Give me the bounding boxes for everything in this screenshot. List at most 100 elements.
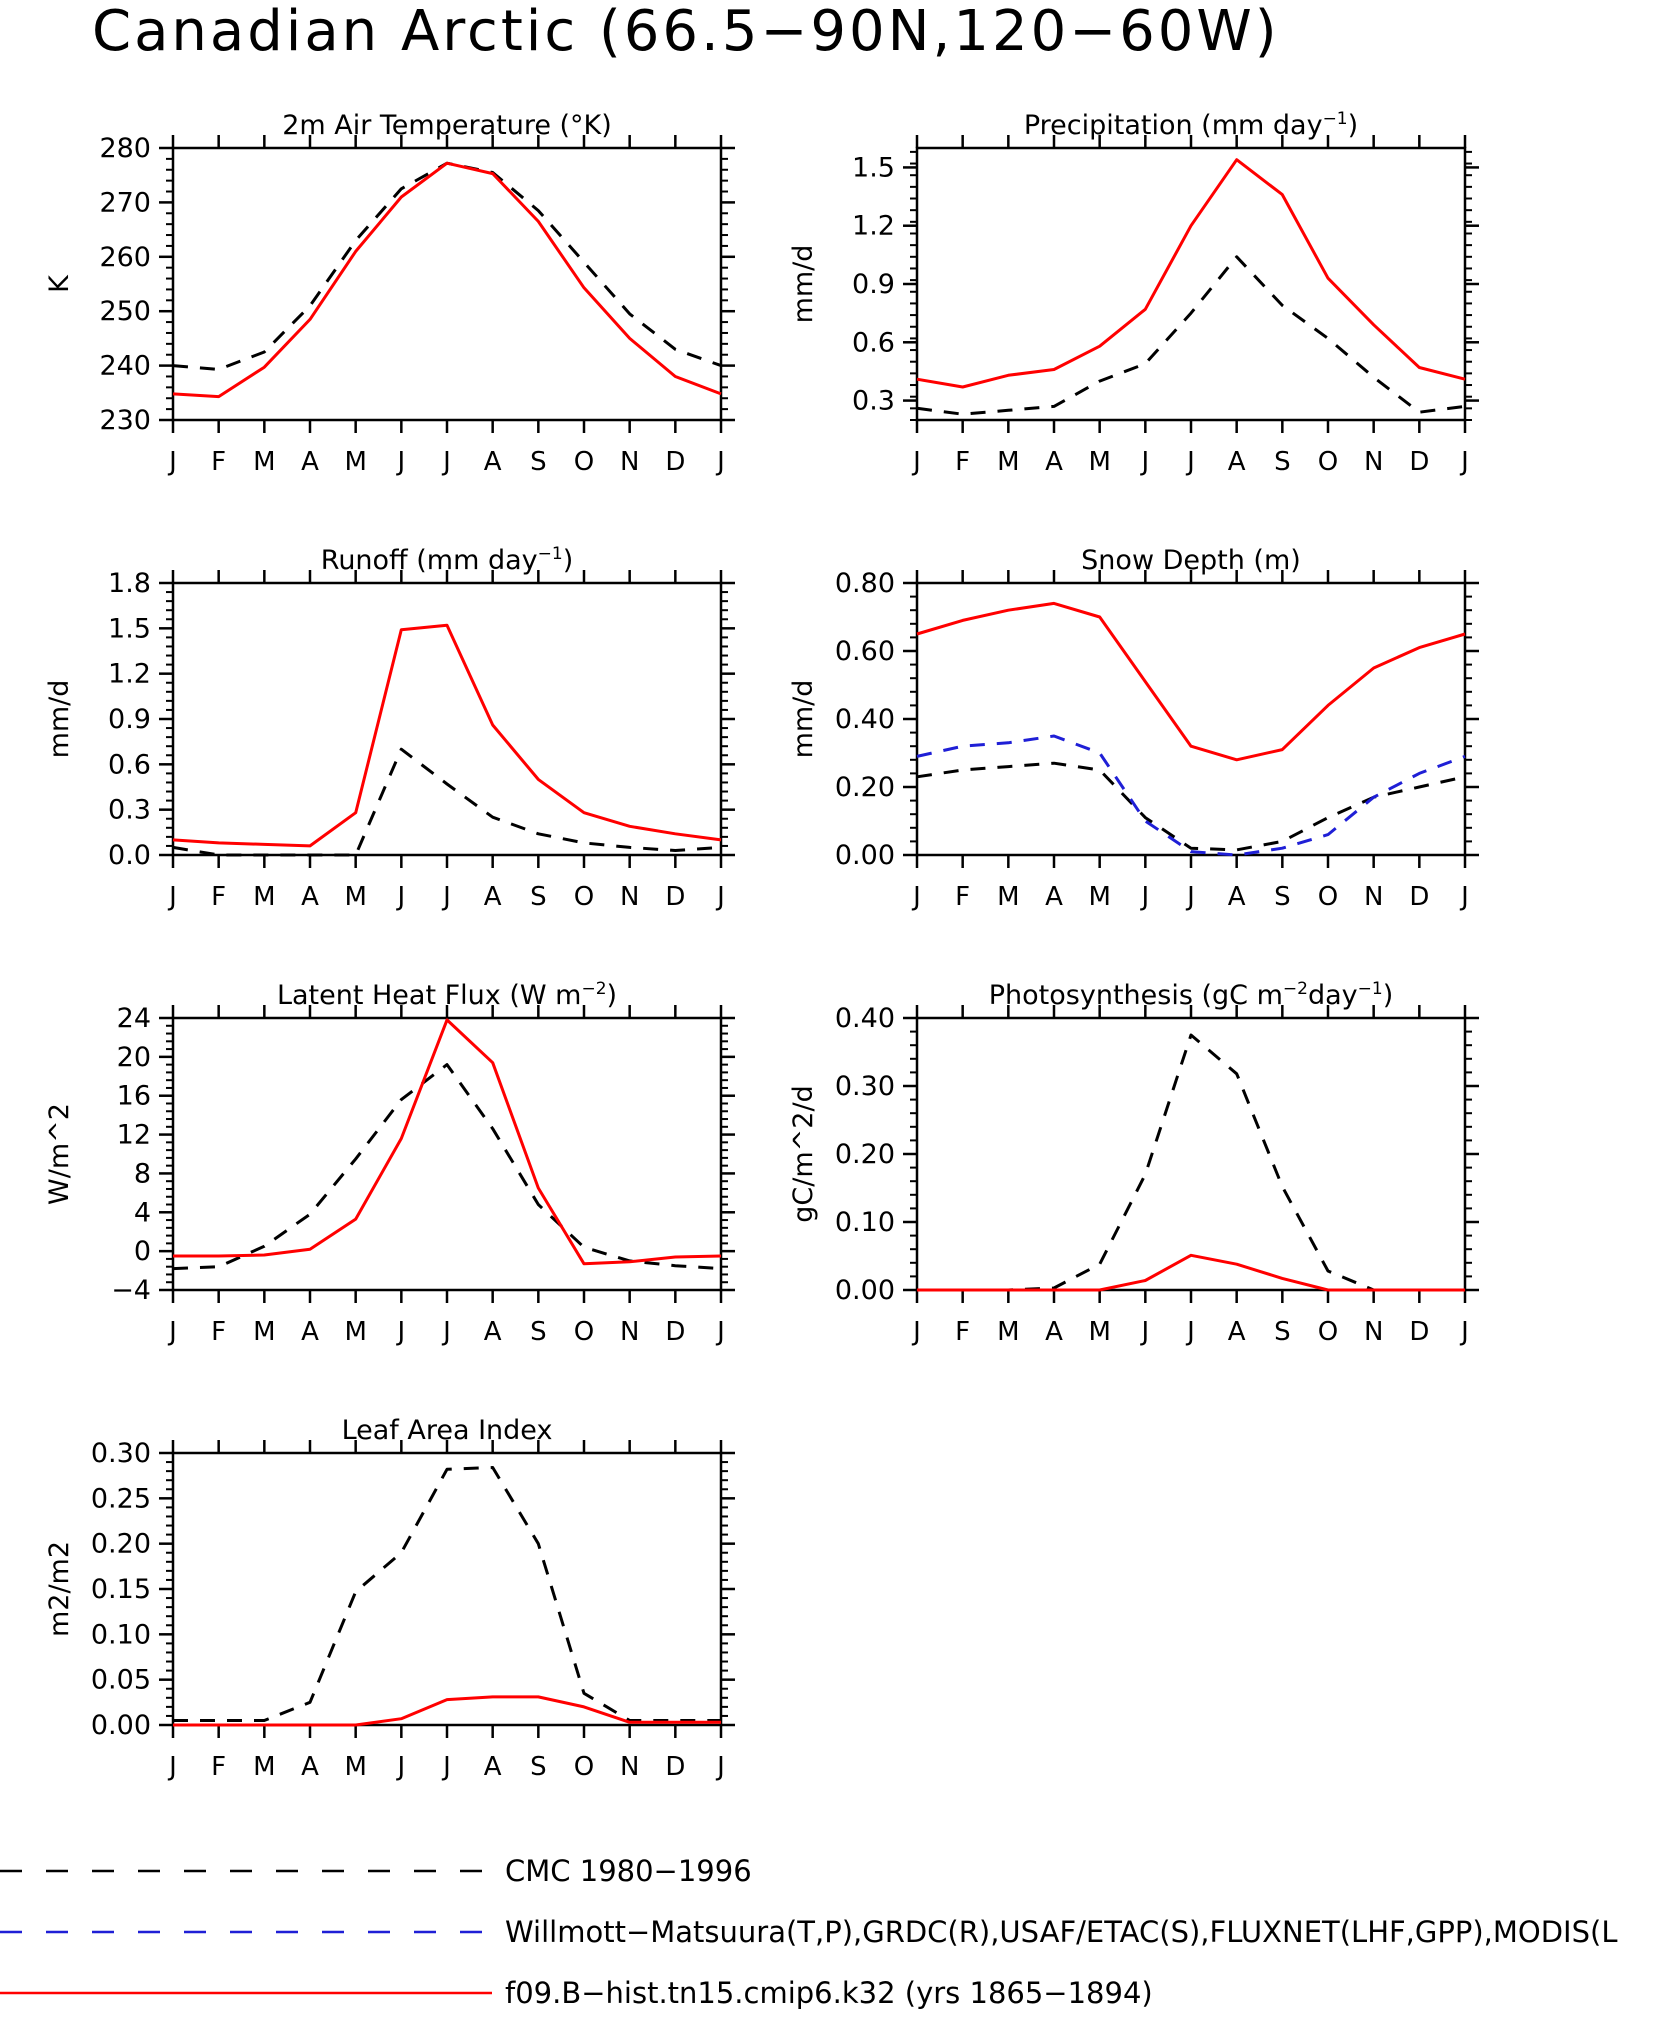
y-tick-label: 0.30	[91, 1438, 151, 1469]
y-tick-label: 0.20	[835, 772, 895, 803]
x-tick-label: J	[1185, 882, 1195, 912]
chart-panel-2: Precipitation (mm day−1)J F M A M J J A S O N D J0.3…	[788, 109, 1479, 477]
y-tick-label: 0.6	[108, 749, 151, 780]
x-tick-label: O	[574, 882, 594, 912]
y-tick-label: 0	[134, 1236, 151, 1267]
y-tick-label: 20	[117, 1042, 151, 1073]
y-axis-label: mm/d	[788, 245, 819, 324]
x-tick-label: M	[1088, 1317, 1110, 1347]
x-tick-label: J	[1459, 447, 1469, 477]
x-tick-label: O	[574, 1317, 594, 1347]
chart-title: Photosynthesis (gC m−2day−1)	[989, 979, 1393, 1011]
chart-title-text: Precipitation (mm day	[1024, 110, 1323, 141]
chart-title: Precipitation (mm day−1)	[1024, 109, 1358, 141]
y-tick-label: 270	[99, 187, 151, 218]
y-tick-label: 0.40	[835, 1003, 895, 1034]
legend-label-obs2: Willmott−Matsuura(T,P),GRDC(R),USAF/ETAC…	[505, 1915, 1618, 1949]
y-tick-label: 260	[99, 242, 151, 273]
x-tick-label: S	[530, 447, 547, 477]
figure-title: Canadian Arctic (66.5−90N,120−60W)	[92, 0, 1280, 64]
y-tick-label: 12	[117, 1120, 151, 1151]
y-tick-label: 0.9	[852, 269, 895, 300]
x-tick-label: J	[395, 447, 405, 477]
chart-title-superscript: −2	[581, 979, 606, 999]
y-tick-label: 0.60	[835, 636, 895, 667]
x-tick-label: S	[1274, 1317, 1291, 1347]
x-tick-label: S	[1274, 447, 1291, 477]
x-tick-label: J	[441, 447, 451, 477]
y-tick-label: 0.0	[108, 840, 151, 871]
series-line-obs1	[172, 747, 722, 857]
y-tick-label: 0.30	[835, 1071, 895, 1102]
x-tick-label: M	[344, 1317, 366, 1347]
y-tick-label: 250	[99, 296, 151, 327]
chart-title-text: day	[1308, 980, 1358, 1011]
chart-panel-1: 2m Air Temperature (°K)J F M A M J J A S O N D J2302…	[44, 110, 735, 477]
x-tick-label: J	[167, 1317, 177, 1347]
x-tick-label: F	[211, 882, 226, 912]
series-line-model	[916, 158, 1466, 389]
x-tick-label: O	[1318, 447, 1338, 477]
chart-title-text: Runoff (mm day	[321, 545, 538, 576]
y-tick-label: 0.3	[852, 386, 895, 417]
plot-frame	[915, 146, 1467, 422]
series-line-obs1	[916, 255, 1466, 416]
x-tick-label: S	[1274, 882, 1291, 912]
x-tick-label: J	[1459, 882, 1469, 912]
x-tick-label: A	[301, 1317, 319, 1347]
x-tick-label: N	[1364, 882, 1383, 912]
y-tick-label: 0.10	[91, 1619, 151, 1650]
y-axis-label: mm/d	[44, 680, 75, 759]
y-tick-label: 0.6	[852, 327, 895, 358]
x-tick-label: A	[1045, 882, 1063, 912]
x-tick-label: J	[715, 1752, 725, 1782]
y-axis-label: K	[44, 274, 75, 293]
x-tick-label: D	[665, 447, 685, 477]
x-tick-label: M	[253, 882, 275, 912]
x-tick-label: J	[1139, 882, 1149, 912]
y-tick-label: 0.05	[91, 1665, 151, 1696]
chart-panel-4: Snow Depth (m)J F M A M J J A S O N D J0.000.200.400…	[788, 545, 1479, 912]
y-tick-label: 1.5	[852, 152, 895, 183]
y-tick-label: 4	[134, 1197, 151, 1228]
series-line-model	[173, 1018, 722, 1266]
y-tick-label: 230	[99, 405, 151, 436]
series-line-obs1	[916, 761, 1466, 852]
x-tick-label: J	[441, 882, 451, 912]
y-tick-label: 0.00	[835, 1275, 895, 1306]
x-tick-label: J	[167, 1752, 177, 1782]
plot-frame	[915, 581, 1467, 857]
legend-label-model: f09.B−hist.tn15.cmip6.k32 (yrs 1865−1894…	[505, 1976, 1153, 2010]
x-tick-label: S	[530, 882, 547, 912]
x-tick-label: S	[530, 1752, 547, 1782]
series-line-model	[917, 1253, 1465, 1292]
chart-panel-5: Latent Heat Flux (W m−2)J F M A M J J A S O N D J−40…	[44, 979, 735, 1347]
y-tick-label: 0.10	[835, 1207, 895, 1238]
y-tick-label: 0.40	[835, 704, 895, 735]
plot-frame	[171, 146, 723, 422]
y-tick-label: 1.8	[108, 568, 151, 599]
x-tick-label: J	[911, 882, 921, 912]
y-tick-label: 0.3	[108, 795, 151, 826]
x-tick-label: N	[1364, 447, 1383, 477]
y-axis-label: mm/d	[788, 680, 819, 759]
series-line-obs1	[917, 1033, 1465, 1292]
x-tick-label: N	[1364, 1317, 1383, 1347]
y-tick-label: 0.25	[91, 1483, 151, 1514]
chart-title-text: )	[1348, 110, 1359, 141]
y-tick-label: 0.20	[835, 1139, 895, 1170]
y-tick-label: 16	[117, 1081, 151, 1112]
series-line-model	[173, 1695, 721, 1727]
y-tick-label: 1.5	[108, 613, 151, 644]
x-tick-label: M	[344, 882, 366, 912]
x-tick-label: M	[253, 1752, 275, 1782]
x-tick-label: M	[253, 1317, 275, 1347]
plot-frame	[915, 1016, 1467, 1292]
x-tick-label: J	[441, 1317, 451, 1347]
x-tick-label: M	[344, 447, 366, 477]
y-tick-label: 1.2	[852, 211, 895, 242]
x-tick-label: N	[620, 447, 639, 477]
legend: CMC 1980−1996 Willmott−Matsuura(T,P),GRDC…	[0, 1854, 1618, 2010]
